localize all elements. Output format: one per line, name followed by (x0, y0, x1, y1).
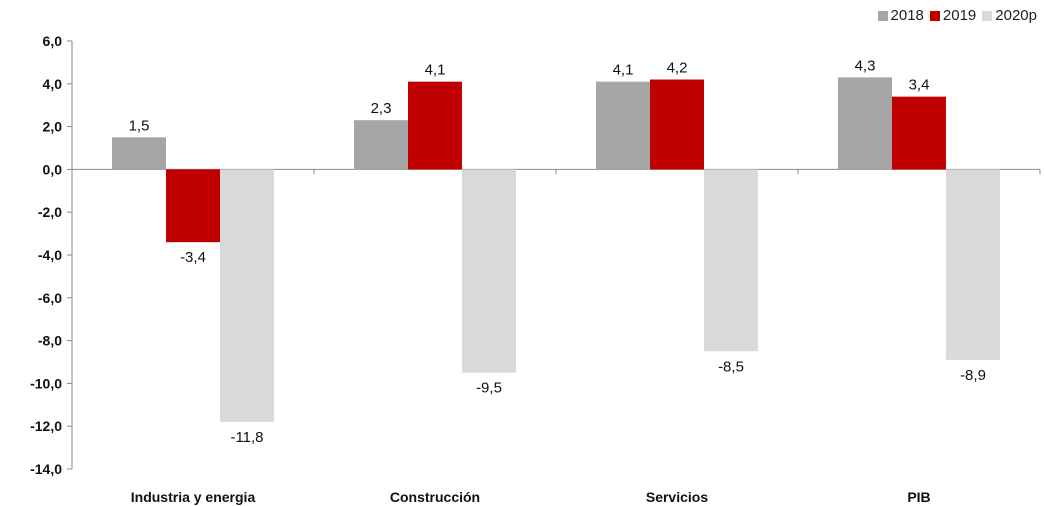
legend-item-2020p: 2020p (982, 7, 1037, 24)
legend-label-2019: 2019 (942, 7, 977, 24)
bar-2020p-0 (220, 169, 274, 422)
data-label: -11,8 (230, 429, 263, 446)
bar-2018-0 (112, 137, 166, 170)
bar-2020p-2 (704, 169, 758, 352)
x-tick-label: Construcción (390, 489, 480, 505)
y-tick-label: 0,0 (43, 161, 63, 177)
bar-2019-0 (166, 169, 220, 243)
legend-swatch-2018 (877, 10, 888, 21)
bar-2019-1 (408, 81, 462, 170)
y-tick-label: 6,0 (43, 33, 63, 49)
y-tick-label: 4,0 (43, 76, 63, 92)
y-tick-label: -2,0 (38, 204, 62, 220)
chart-axes: 6,0 4,0 2,0 0,0 -2,0 -4,0 -6,0 -8,0 -10,0 -12,0 -1… (30, 33, 1041, 505)
legend-swatch-2019 (929, 10, 940, 21)
data-label: 4,3 (855, 57, 876, 74)
bar-2019-2 (650, 79, 704, 170)
legend-swatch-2020p (982, 10, 993, 21)
legend-item-2019: 2019 (929, 7, 977, 24)
y-tick-label: -8,0 (38, 333, 62, 349)
bar-2018-2 (596, 81, 650, 170)
x-tick-label: Servicios (646, 489, 708, 505)
data-label: 4,1 (613, 62, 634, 79)
bar-2018-1 (354, 120, 408, 170)
legend-label-2018: 2018 (890, 7, 924, 24)
x-tick-label: Industria y energia (131, 489, 256, 505)
data-label: -3,4 (180, 249, 206, 266)
data-label: -8,5 (718, 358, 744, 375)
data-label: -9,5 (476, 380, 502, 397)
x-tick-label: PIB (907, 489, 930, 505)
legend-label-2020p: 2020p (995, 7, 1037, 24)
data-label: -8,9 (960, 367, 986, 384)
y-tick-label: 2,0 (43, 119, 63, 135)
bar-2018-3 (838, 77, 892, 170)
data-label: 4,2 (667, 60, 688, 77)
y-tick-label: -4,0 (38, 247, 62, 263)
bar-2020p-3 (946, 169, 1000, 360)
y-tick-label: -10,0 (30, 375, 62, 391)
y-tick-label: -6,0 (38, 290, 62, 306)
chart-bars (112, 77, 1000, 422)
bar-2019-3 (892, 96, 946, 170)
data-label: 3,4 (909, 77, 930, 94)
chart-data-labels: 1,5 2,3 4,1 4,3 -3,4 4,1 4,2 3,4 -11,8 -9,5 -8,5 -8… (129, 57, 986, 446)
y-tick-label: -12,0 (30, 418, 62, 434)
chart-legend: 2018 2019 2020p (872, 7, 1037, 24)
data-label: 1,5 (129, 117, 150, 134)
data-label: 2,3 (371, 100, 392, 117)
data-label: 4,1 (425, 62, 446, 79)
bar-2020p-1 (462, 169, 516, 373)
legend-item-2018: 2018 (877, 7, 924, 24)
y-tick-label: -14,0 (30, 461, 62, 477)
